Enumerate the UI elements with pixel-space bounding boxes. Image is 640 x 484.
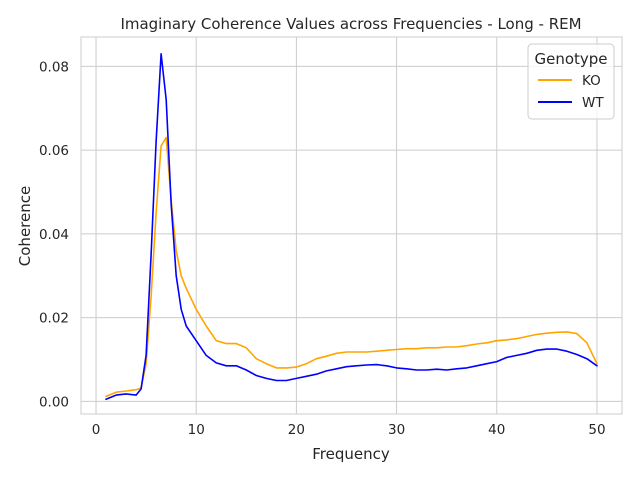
y-axis-ticks: 0.00 0.02 0.04 0.06 0.08 bbox=[39, 59, 69, 410]
x-tick-label: 20 bbox=[288, 422, 305, 438]
y-axis-label: Coherence bbox=[16, 186, 34, 266]
grid bbox=[81, 37, 622, 414]
x-tick-label: 50 bbox=[588, 422, 605, 438]
legend-label-ko: KO bbox=[582, 73, 601, 89]
legend-box bbox=[527, 43, 615, 120]
y-tick-label: 0.08 bbox=[39, 59, 69, 75]
y-tick-label: 0.06 bbox=[39, 143, 69, 159]
x-tick-label: 0 bbox=[92, 422, 101, 438]
y-tick-label: 0.02 bbox=[39, 311, 69, 327]
x-axis-label: Frequency bbox=[312, 445, 390, 463]
y-tick-label: 0.00 bbox=[39, 394, 69, 410]
chart-title: Imaginary Coherence Values across Freque… bbox=[120, 15, 581, 33]
series-line-wt bbox=[105, 52, 598, 401]
x-tick-label: 30 bbox=[388, 422, 405, 438]
x-tick-label: 10 bbox=[188, 422, 205, 438]
legend-title: Genotype bbox=[534, 50, 607, 68]
legend: Genotype KO WT bbox=[527, 43, 615, 120]
legend-label-wt: WT bbox=[582, 95, 604, 111]
y-tick-label: 0.04 bbox=[39, 227, 69, 243]
x-axis-ticks: 0 10 20 30 40 50 bbox=[92, 422, 606, 438]
series-line-ko bbox=[105, 136, 598, 398]
series-lines bbox=[105, 52, 598, 401]
x-tick-label: 40 bbox=[488, 422, 505, 438]
